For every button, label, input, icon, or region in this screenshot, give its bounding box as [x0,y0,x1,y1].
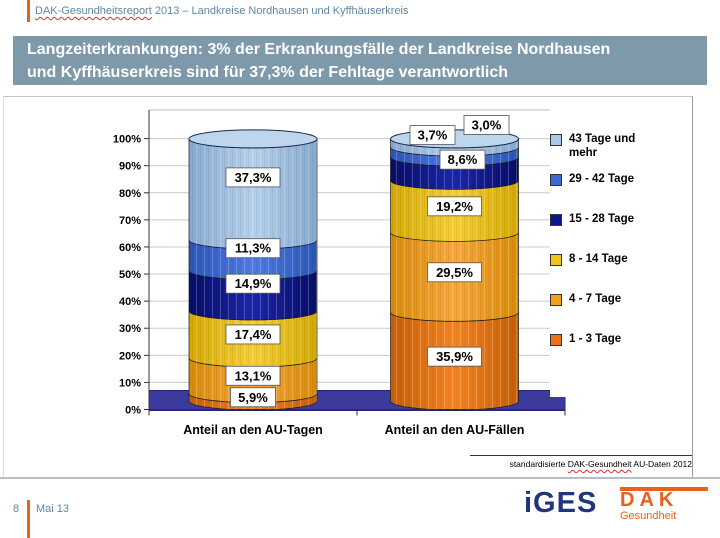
svg-text:11,3%: 11,3% [235,241,272,256]
svg-text:40%: 40% [119,296,141,308]
legend-swatch [550,294,562,306]
svg-text:10%: 10% [119,377,141,389]
legend-swatch [550,334,562,346]
footer-separator [0,477,720,479]
category-label-0: Anteil an den AU-Tagen [183,423,323,437]
svg-text:50%: 50% [119,269,141,281]
legend-label: 4 - 7 Tage [569,293,622,305]
page-title-line1: Langzeiterkrankungen: 3% der Erkrankungs… [27,41,611,58]
iges-logo: iGES [524,487,598,519]
data-label: 3,0% [463,115,510,135]
page-title: Langzeiterkrankungen: 3% der Erkrankungs… [13,36,707,85]
source-footnote: standardisierte DAK-Gesundheit AU-Daten … [470,455,692,469]
legend-label: 43 Tage und mehr [569,133,636,159]
data-label: 11,3% [225,238,281,259]
chart-panel: 0% 10% 20% 30% 40% 50% 60% 70% 80% 90% 100% Anteil … [3,96,693,478]
dak-logo-word: DAK [620,489,679,511]
svg-text:80%: 80% [119,188,141,200]
svg-text:20%: 20% [119,350,141,362]
svg-text:13,1%: 13,1% [235,368,272,383]
legend-entry-2: 15 - 28 Tage [550,213,665,227]
header-report-subtitle: 2013 – Landkreise Nordhausen und Kyffhäu… [151,5,409,17]
header-report-name: DAK-Gesundheitsreport [35,5,152,17]
svg-text:37,3%: 37,3% [235,170,272,185]
chart-legend: 43 Tage und mehr 29 - 42 Tage 15 - 28 Tage… [550,97,690,397]
svg-text:30%: 30% [119,323,141,335]
category-label-1: Anteil an den AU-Fällen [385,423,525,437]
legend-swatch [550,174,562,186]
slide-header: DAK-Gesundheitsreport 2013 – Landkreise … [35,5,408,17]
data-label: 37,3% [225,167,281,188]
footer-accent-bar [27,500,30,538]
legend-entry-3: 8 - 14 Tage [550,253,665,267]
data-label: 13,1% [225,365,281,386]
data-label: 3,7% [409,125,456,145]
legend-swatch [550,134,562,146]
cylinder-cap [188,129,318,149]
svg-text:5,9%: 5,9% [238,390,268,405]
legend-swatch [550,254,562,266]
dak-logo: DAK Gesundheit [620,487,708,522]
legend-entry-0: 43 Tage und mehr [550,133,665,160]
data-label: 14,9% [225,273,281,294]
data-label: 19,2% [427,196,482,217]
dak-logo-subtitle: Gesundheit [620,510,677,522]
svg-text:14,9%: 14,9% [235,276,272,291]
legend-label: 29 - 42 Tage [569,173,634,185]
stacked-cylinder-chart: 0% 10% 20% 30% 40% 50% 60% 70% 80% 90% 100% Anteil … [113,109,627,437]
legend-entry-4: 4 - 7 Tage [550,293,665,307]
svg-text:19,2%: 19,2% [436,199,473,214]
svg-text:3,7%: 3,7% [418,128,448,143]
footnote-pre: standardisierte [509,459,566,469]
legend-label: 15 - 28 Tage [569,213,634,225]
svg-text:70%: 70% [119,215,141,227]
svg-text:90%: 90% [119,161,141,173]
svg-text:3,0%: 3,0% [472,117,502,132]
svg-text:8,6%: 8,6% [448,152,478,167]
svg-text:60%: 60% [119,242,141,254]
svg-text:35,9%: 35,9% [436,349,473,364]
data-label: 5,9% [230,387,276,408]
svg-text:0%: 0% [125,405,141,417]
footer-date: Mai 13 [36,503,70,515]
data-label: 8,6% [439,149,486,170]
page-number: 8 [13,503,20,515]
legend-label: 8 - 14 Tage [569,253,628,265]
header-accent-bar [27,0,30,22]
legend-entry-5: 1 - 3 Tage [550,333,665,347]
svg-text:29,5%: 29,5% [436,265,473,280]
legend-swatch [550,214,562,226]
page-title-line2: und Kyffhäuserkreis sind für 37,3% der F… [27,64,509,82]
data-label: 17,4% [225,324,281,345]
footnote-post: AU-Daten 2012 [633,459,692,469]
data-label: 35,9% [427,346,482,367]
svg-text:17,4%: 17,4% [235,327,272,342]
axes [144,110,566,416]
data-label: 29,5% [427,262,482,283]
svg-text:100%: 100% [113,134,141,146]
y-tick-labels: 0% 10% 20% 30% 40% 50% 60% 70% 80% 90% 100% [113,134,141,417]
bar-0 [188,129,318,411]
legend-label: 1 - 3 Tage [569,333,622,345]
legend-entry-1: 29 - 42 Tage [550,173,665,187]
footnote-source-name: DAK-Gesundheit [567,459,632,469]
